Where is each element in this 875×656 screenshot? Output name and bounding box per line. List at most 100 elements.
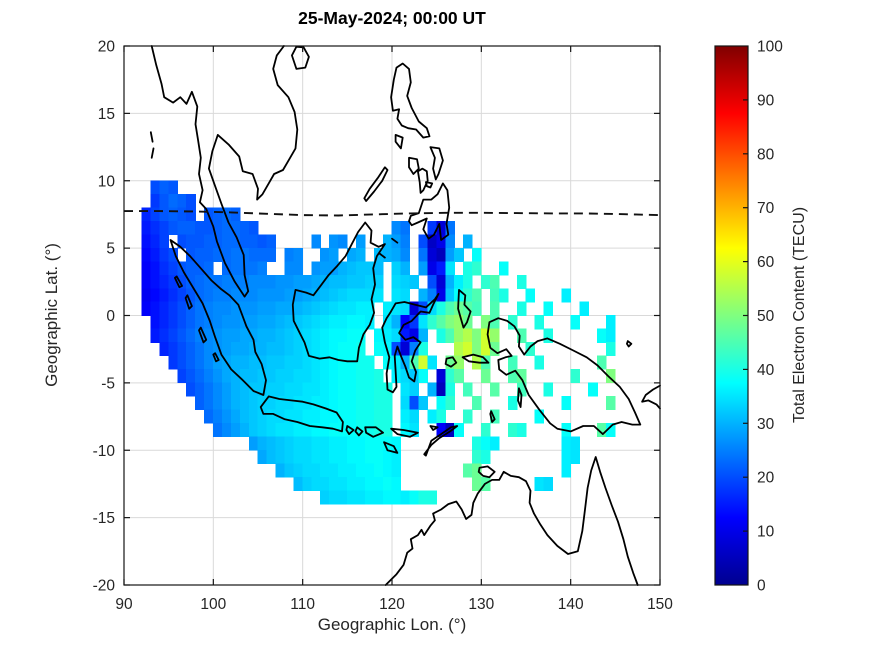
tec-cell xyxy=(195,328,205,343)
tec-cell xyxy=(329,476,339,491)
tec-cell xyxy=(168,180,178,195)
tec-cell xyxy=(373,369,384,384)
tec-cell xyxy=(141,247,152,262)
tec-cell xyxy=(418,369,429,384)
tec-cell xyxy=(391,261,402,276)
tec-cell xyxy=(266,423,277,438)
tec-cell xyxy=(320,436,330,451)
tec-cell xyxy=(373,342,384,357)
tec-cell xyxy=(302,449,312,465)
tec-cell xyxy=(364,436,375,451)
x-tick-label: 120 xyxy=(379,596,405,613)
tec-cell xyxy=(364,423,375,438)
tec-cell xyxy=(239,301,250,316)
tec-cell xyxy=(364,274,375,289)
tec-cell xyxy=(159,342,169,357)
tec-cell xyxy=(355,355,366,370)
tec-cell xyxy=(204,409,214,424)
tec-cell xyxy=(284,382,295,397)
x-tick-label: 130 xyxy=(468,596,494,613)
chart-title: 25-May-2024; 00:00 UT xyxy=(298,8,486,28)
tec-cell xyxy=(543,382,554,397)
tec-cell xyxy=(186,288,196,303)
tec-cell xyxy=(186,220,196,235)
tec-cell xyxy=(293,396,303,411)
tec-cell xyxy=(561,463,571,478)
tec-cell xyxy=(347,301,357,316)
tec-cell xyxy=(150,328,161,343)
tec-cell xyxy=(427,355,437,370)
tec-cell xyxy=(382,423,393,438)
tec-cell xyxy=(400,288,411,303)
tec-cell xyxy=(436,274,446,289)
tec-cell xyxy=(257,409,268,424)
tec-cell xyxy=(168,355,178,370)
tec-cell xyxy=(275,342,286,357)
coastline-sumbawa xyxy=(364,426,384,438)
tec-cell xyxy=(391,247,402,262)
tec-cell xyxy=(364,288,375,303)
tec-cell xyxy=(373,409,384,424)
tec-cell xyxy=(382,328,393,343)
colorbar-tick-label: 10 xyxy=(757,524,775,541)
tec-cell xyxy=(186,369,196,384)
tec-cell xyxy=(481,423,491,438)
tec-cell xyxy=(213,207,223,222)
tec-cell xyxy=(168,301,178,316)
coastline-luzon xyxy=(390,62,431,139)
tec-cell xyxy=(150,261,161,276)
tec-cell xyxy=(400,328,411,343)
tec-cell xyxy=(293,382,303,397)
tec-cell xyxy=(463,342,473,357)
tec-cell xyxy=(364,355,375,370)
tec-cell xyxy=(409,396,420,411)
tec-cell xyxy=(355,274,366,289)
tec-cell xyxy=(159,261,169,276)
tec-cell xyxy=(177,220,187,235)
coastlines xyxy=(149,45,661,586)
tec-cell xyxy=(150,220,161,235)
tec-cell xyxy=(382,476,393,491)
tec-cell xyxy=(364,396,375,411)
tec-cell xyxy=(195,315,205,330)
y-tick-label: -20 xyxy=(93,578,116,595)
tec-cell xyxy=(347,369,357,384)
tec-cell xyxy=(320,476,330,491)
tec-cell xyxy=(311,342,321,357)
tec-cell xyxy=(168,207,178,222)
tec-cell xyxy=(284,247,295,262)
tec-cell xyxy=(186,355,196,370)
tec-cell xyxy=(204,369,214,384)
tec-cell xyxy=(257,261,268,276)
coastline-samar-leyte xyxy=(429,146,444,181)
tec-cell xyxy=(257,423,268,438)
coastline-pagai xyxy=(212,352,220,363)
tec-cell xyxy=(329,301,339,316)
tec-cell xyxy=(230,315,241,330)
tec-cell xyxy=(409,328,420,343)
tec-cell xyxy=(472,463,482,478)
tec-cell xyxy=(159,288,169,303)
tec-cell xyxy=(230,207,241,222)
tec-cell xyxy=(409,369,420,384)
tec-cell xyxy=(275,463,286,478)
tec-cell xyxy=(338,382,348,397)
tec-cell xyxy=(436,382,446,397)
tec-cell xyxy=(204,288,214,303)
tec-cell xyxy=(507,396,518,411)
tec-cell xyxy=(400,396,411,411)
tec-cell xyxy=(445,247,455,262)
x-axis-label: Geographic Lon. (°) xyxy=(317,615,467,634)
tec-cell xyxy=(364,301,375,316)
tec-cell xyxy=(355,342,366,357)
coastline-sumba xyxy=(383,441,399,454)
tec-cell xyxy=(293,315,303,330)
tec-cell xyxy=(239,369,250,384)
tec-cell xyxy=(177,193,187,208)
tec-cell xyxy=(320,355,330,370)
tec-cell xyxy=(570,449,580,465)
tec-cell xyxy=(248,409,259,424)
tec-cell xyxy=(329,274,339,289)
tec-cell xyxy=(445,261,455,276)
tec-cell xyxy=(400,301,411,316)
